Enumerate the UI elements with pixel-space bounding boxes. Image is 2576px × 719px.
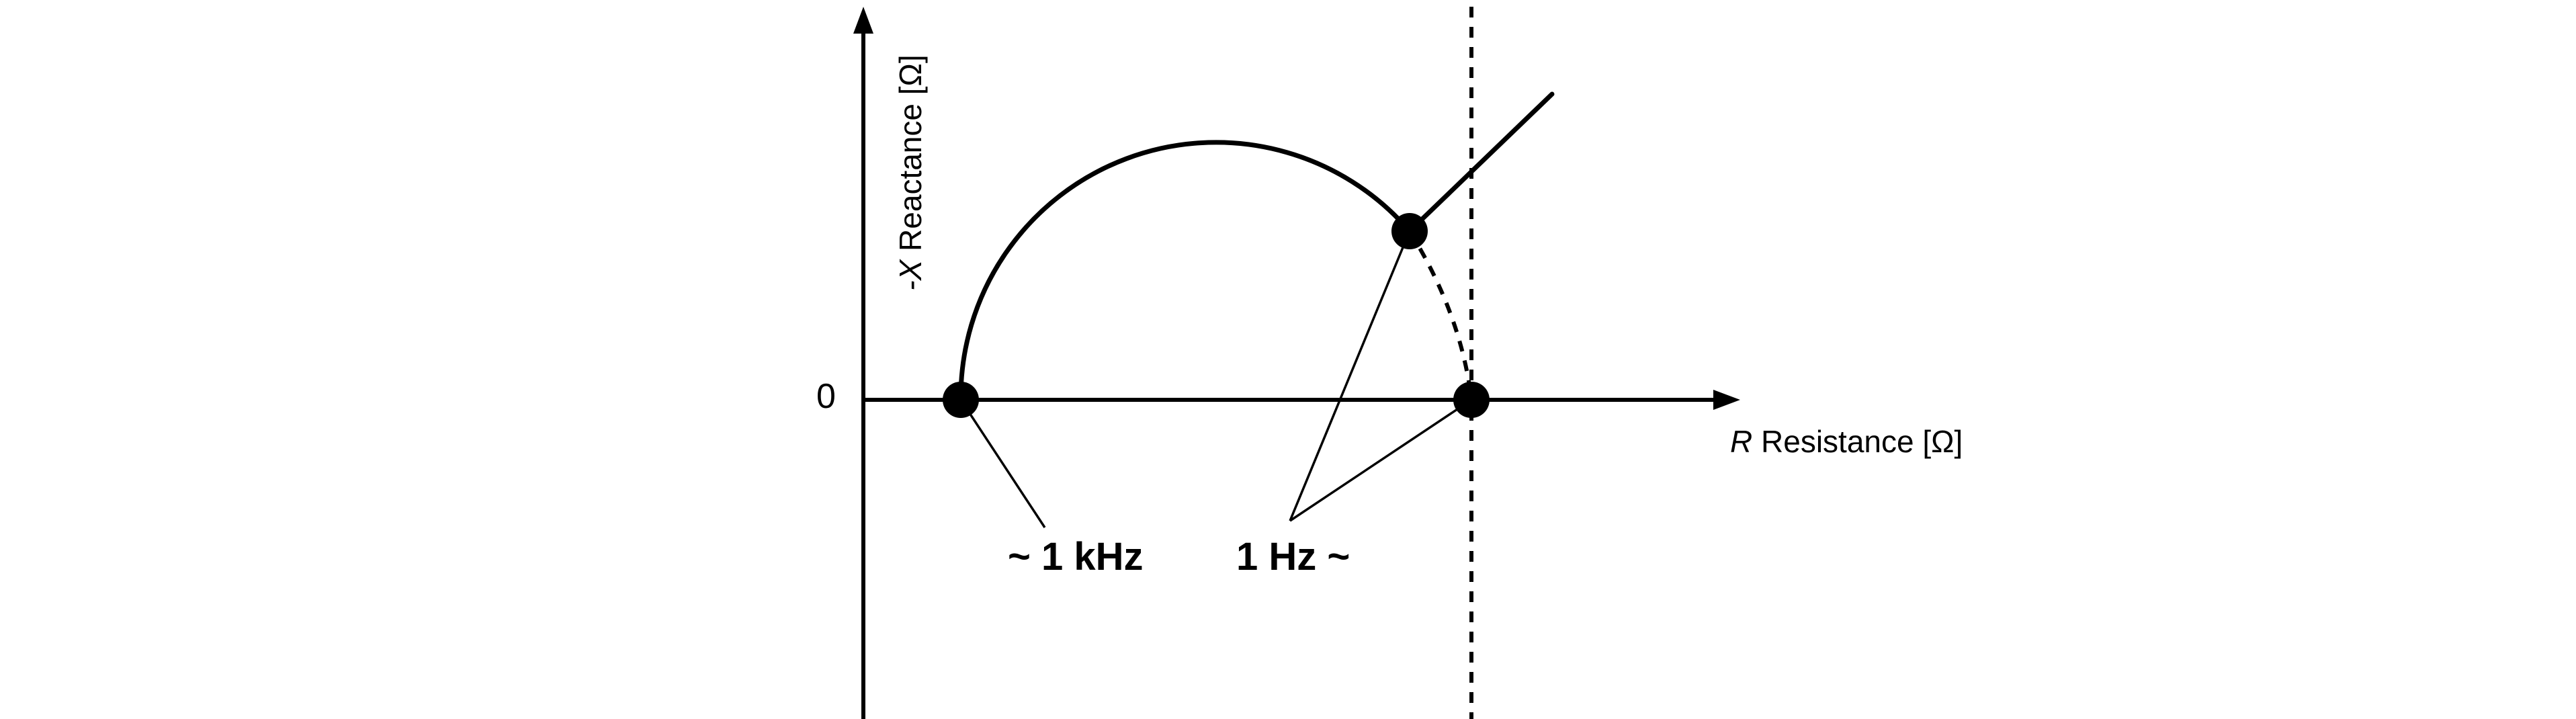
y-axis-label: -X Reactance [Ω] [892, 18, 929, 327]
x-axis-symbol: R [1730, 424, 1752, 459]
y-axis-symbol: -X [893, 260, 928, 291]
lf-arc-point [1391, 213, 1428, 249]
lf-leader-a [1290, 231, 1410, 521]
x-axis-text: Resistance [Ω] [1752, 424, 1963, 459]
hf-freq-label: ~ 1 kHz [1008, 534, 1144, 579]
lf-axis-point [1453, 382, 1490, 418]
y-axis-text: Reactance [Ω] [893, 54, 928, 259]
arc-dash-continuation [1410, 231, 1471, 400]
x-axis-arrow [1713, 390, 1740, 410]
zero-label: 0 [816, 376, 836, 417]
warburg-tail [1410, 94, 1552, 231]
nyquist-arc [961, 142, 1410, 400]
lf-freq-label: 1 Hz ~ [1236, 534, 1350, 579]
hf-point [943, 382, 979, 418]
nyquist-diagram: -X Reactance [Ω] R Resistance [Ω] 0 ~ 1 … [732, 0, 1844, 719]
hf-leader [961, 400, 1045, 527]
y-axis-arrow [853, 7, 873, 34]
x-axis-label: R Resistance [Ω] [1730, 423, 1963, 460]
lf-leader-b [1290, 400, 1471, 521]
